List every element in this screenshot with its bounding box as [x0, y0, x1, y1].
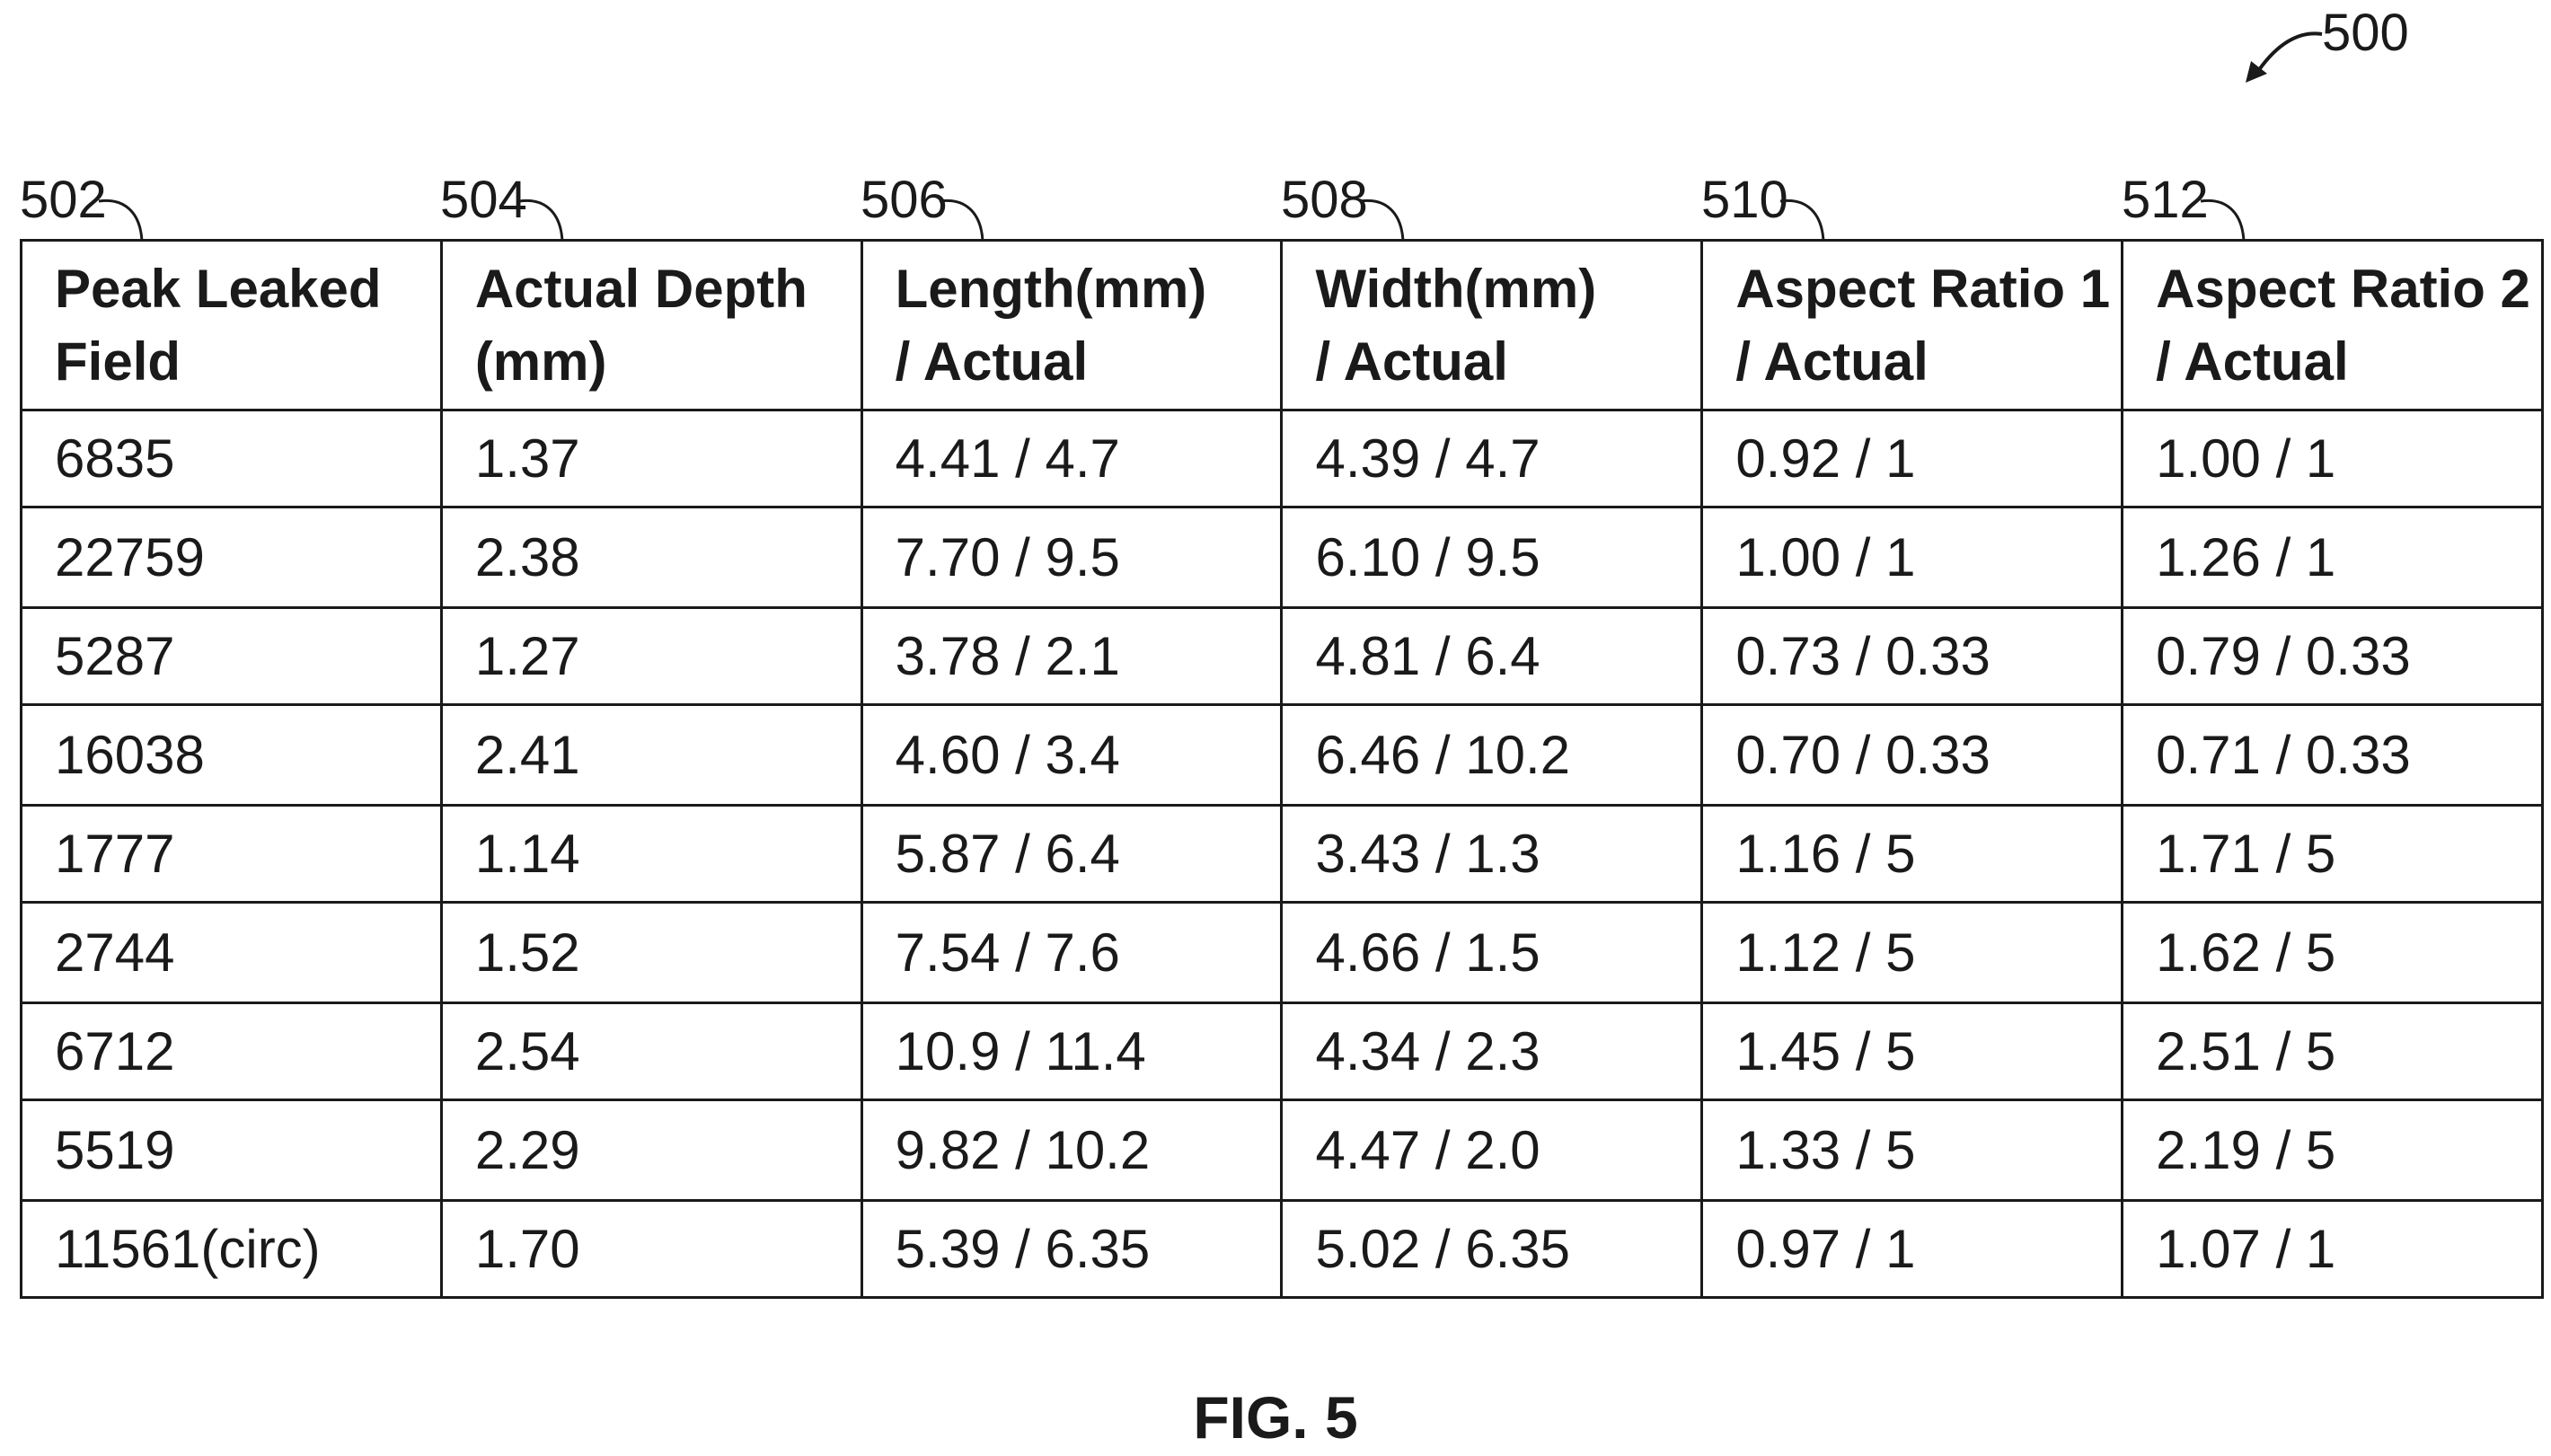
table-cell: 1.14	[439, 803, 863, 904]
table-cell: 2.38	[439, 505, 863, 609]
table-cell: 5.87 / 6.4	[860, 803, 1284, 904]
table-cell: 1.37	[439, 409, 863, 508]
table-cell: 10.9 / 11.4	[860, 1001, 1284, 1101]
column-ref-510: 510	[1701, 171, 1788, 229]
table-cell: 4.60 / 3.4	[860, 702, 1284, 807]
table-cell: 11561(circ)	[20, 1198, 443, 1300]
table-row: 2744 1.52 7.54 / 7.6 4.66 / 1.5 1.12 / 5…	[20, 900, 2544, 1004]
table-cell: 4.34 / 2.3	[1280, 1001, 1704, 1101]
leader-line-icon	[1779, 199, 1825, 242]
table-cell: 1.45 / 5	[1700, 1001, 2124, 1101]
data-table: Peak Leaked Field Actual Depth (mm) Length…	[20, 239, 2544, 1300]
table-cell: 9.82 / 10.2	[860, 1098, 1284, 1202]
column-header-peak-leaked-field: Peak Leaked Field	[20, 239, 443, 411]
leader-line-icon	[2200, 199, 2246, 242]
table-row: 6835 1.37 4.41 / 4.7 4.39 / 4.7 0.92 / 1…	[20, 409, 2544, 508]
header-line: Peak Leaked	[55, 259, 382, 319]
column-ref-504: 504	[440, 171, 527, 229]
leader-line-icon	[1359, 199, 1405, 242]
table-cell: 1.00 / 1	[2121, 409, 2544, 508]
table-cell: 1.07 / 1	[2121, 1198, 2544, 1300]
column-ref-502: 502	[20, 171, 107, 229]
column-header-length: Length(mm) / Actual	[860, 239, 1284, 411]
header-line: (mm)	[474, 331, 607, 392]
table-cell: 3.78 / 2.1	[860, 605, 1284, 706]
column-ref-512: 512	[2122, 171, 2209, 229]
leader-line-icon	[939, 199, 984, 242]
table-row: 5519 2.29 9.82 / 10.2 4.47 / 2.0 1.33 / …	[20, 1098, 2544, 1202]
header-line: Field	[55, 331, 181, 392]
table-cell: 0.70 / 0.33	[1700, 702, 2124, 807]
table-cell: 1777	[20, 803, 443, 904]
header-line: Length(mm)	[895, 259, 1207, 319]
header-line: / Actual	[1735, 331, 1929, 392]
column-ref-506: 506	[861, 171, 948, 229]
header-line: Aspect Ratio 1	[1735, 259, 2111, 319]
table-cell: 5.02 / 6.35	[1280, 1198, 1704, 1300]
table-cell: 16038	[20, 702, 443, 807]
table-cell: 1.26 / 1	[2121, 505, 2544, 609]
table-cell: 1.52	[439, 900, 863, 1004]
table-cell: 2.29	[439, 1098, 863, 1202]
table-cell: 1.71 / 5	[2121, 803, 2544, 904]
table-cell: 22759	[20, 505, 443, 609]
column-header-width: Width(mm) / Actual	[1280, 239, 1704, 411]
table-row: 16038 2.41 4.60 / 3.4 6.46 / 10.2 0.70 /…	[20, 702, 2544, 807]
table-row: 1777 1.14 5.87 / 6.4 3.43 / 1.3 1.16 / 5…	[20, 803, 2544, 904]
table-cell: 6.10 / 9.5	[1280, 505, 1704, 609]
table-row: 11561(circ) 1.70 5.39 / 6.35 5.02 / 6.35…	[20, 1198, 2544, 1300]
table-cell: 2.54	[439, 1001, 863, 1101]
table-row: 5287 1.27 3.78 / 2.1 4.81 / 6.4 0.73 / 0…	[20, 605, 2544, 706]
table-cell: 0.73 / 0.33	[1700, 605, 2124, 706]
table-cell: 5519	[20, 1098, 443, 1202]
table-cell: 4.66 / 1.5	[1280, 900, 1704, 1004]
table-cell: 2.51 / 5	[2121, 1001, 2544, 1101]
table-cell: 4.81 / 6.4	[1280, 605, 1704, 706]
table-cell: 7.54 / 7.6	[860, 900, 1284, 1004]
table-cell: 7.70 / 9.5	[860, 505, 1284, 609]
leader-line-icon	[98, 199, 144, 242]
column-ref-508: 508	[1281, 171, 1368, 229]
table-cell: 2.19 / 5	[2121, 1098, 2544, 1202]
header-line: Aspect Ratio 2	[2156, 259, 2530, 319]
table-cell: 4.41 / 4.7	[860, 409, 1284, 508]
header-line: / Actual	[895, 331, 1089, 392]
table-cell: 4.39 / 4.7	[1280, 409, 1704, 508]
table-cell: 6712	[20, 1001, 443, 1101]
header-line: Actual Depth	[474, 259, 808, 319]
table-cell: 0.97 / 1	[1700, 1198, 2124, 1300]
table-cell: 1.70	[439, 1198, 863, 1300]
column-header-actual-depth: Actual Depth (mm)	[439, 239, 863, 411]
table-cell: 1.12 / 5	[1700, 900, 2124, 1004]
table-cell: 3.43 / 1.3	[1280, 803, 1704, 904]
table-cell: 6.46 / 10.2	[1280, 702, 1704, 807]
table-cell: 0.71 / 0.33	[2121, 702, 2544, 807]
table-cell: 0.79 / 0.33	[2121, 605, 2544, 706]
table-header-row: Peak Leaked Field Actual Depth (mm) Length…	[20, 239, 2544, 411]
table-cell: 0.92 / 1	[1700, 409, 2124, 508]
column-header-aspect-ratio-2: Aspect Ratio 2 / Actual	[2121, 239, 2544, 411]
table-cell: 1.33 / 5	[1700, 1098, 2124, 1202]
table-row: 6712 2.54 10.9 / 11.4 4.34 / 2.3 1.45 / …	[20, 1001, 2544, 1101]
figure-ref-number: 500	[2322, 4, 2409, 62]
header-line: / Actual	[2156, 331, 2349, 392]
table-cell: 2744	[20, 900, 443, 1004]
table-cell: 4.47 / 2.0	[1280, 1098, 1704, 1202]
figure-caption: FIG. 5	[1193, 1384, 1358, 1451]
figure-ref-arrow-icon	[2246, 31, 2323, 83]
table-cell: 1.16 / 5	[1700, 803, 2124, 904]
header-line: Width(mm)	[1315, 259, 1597, 319]
leader-line-icon	[518, 199, 564, 242]
table-cell: 5287	[20, 605, 443, 706]
column-header-aspect-ratio-1: Aspect Ratio 1 / Actual	[1700, 239, 2124, 411]
table-cell: 2.41	[439, 702, 863, 807]
table-cell: 1.27	[439, 605, 863, 706]
table-cell: 6835	[20, 409, 443, 508]
table-row: 22759 2.38 7.70 / 9.5 6.10 / 9.5 1.00 / …	[20, 505, 2544, 609]
table-cell: 1.00 / 1	[1700, 505, 2124, 609]
table-cell: 1.62 / 5	[2121, 900, 2544, 1004]
header-line: / Actual	[1315, 331, 1508, 392]
table-cell: 5.39 / 6.35	[860, 1198, 1284, 1300]
